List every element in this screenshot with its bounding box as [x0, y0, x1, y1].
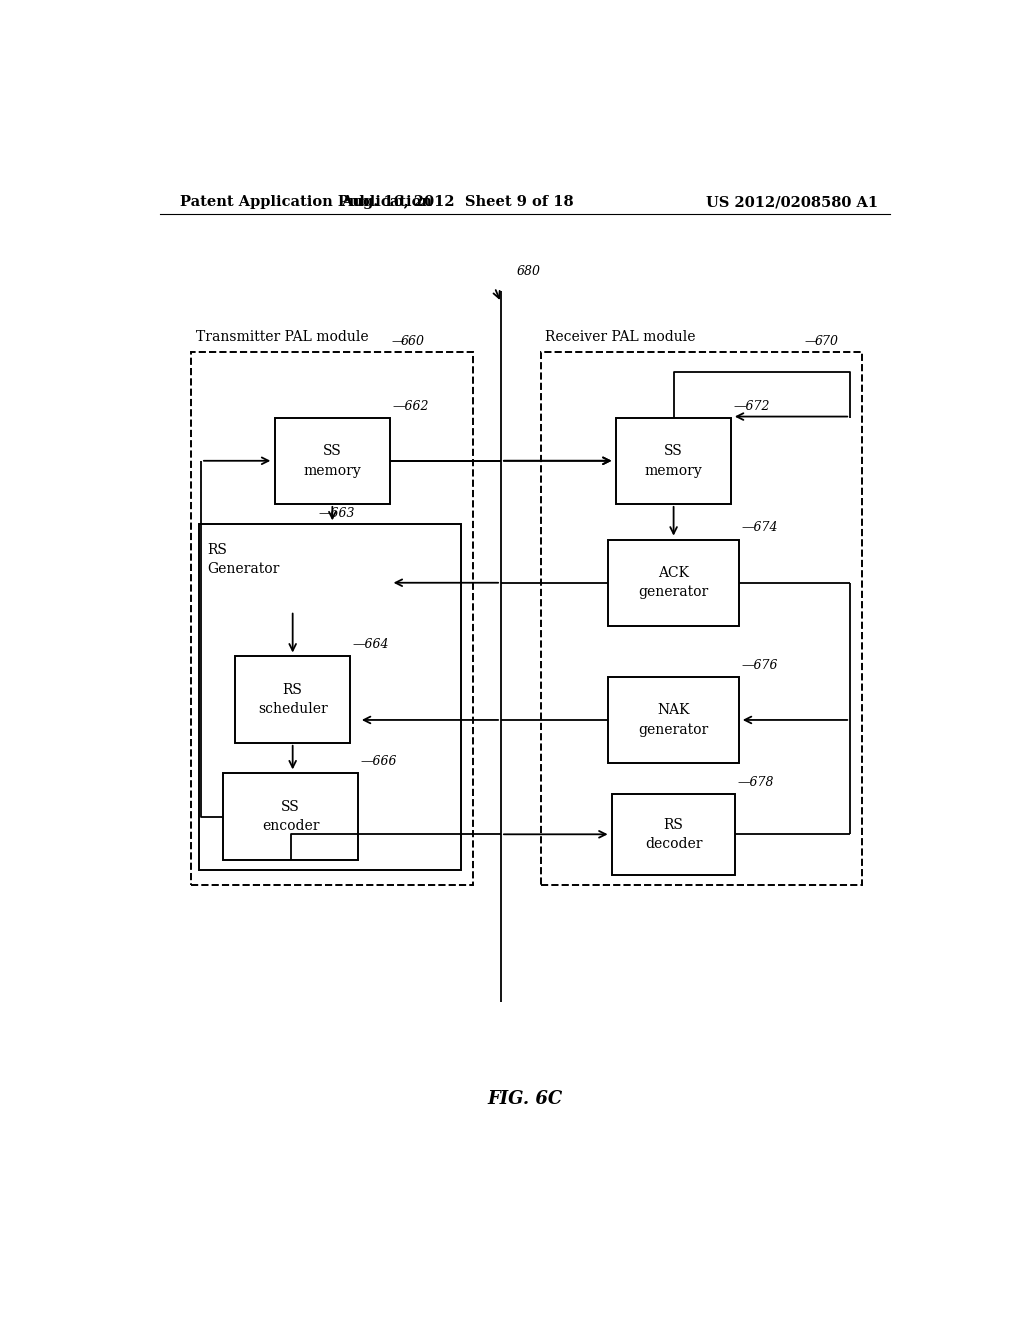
Text: RS
Generator: RS Generator [207, 543, 280, 576]
Bar [236, 656, 350, 743]
Text: RS
scheduler: RS scheduler [258, 682, 328, 717]
Text: 680: 680 [517, 265, 541, 279]
Text: —663: —663 [318, 507, 355, 520]
Text: 670: 670 [814, 335, 839, 348]
Bar [616, 417, 731, 504]
Text: Transmitter PAL module: Transmitter PAL module [197, 330, 369, 345]
Text: US 2012/0208580 A1: US 2012/0208580 A1 [706, 195, 878, 209]
Text: SS
memory: SS memory [645, 444, 702, 478]
Text: —678: —678 [737, 776, 774, 788]
Text: FIG. 6C: FIG. 6C [487, 1089, 562, 1107]
Text: —676: —676 [741, 659, 778, 672]
Text: —: — [805, 335, 817, 348]
Bar [608, 677, 739, 763]
Bar [274, 417, 390, 504]
Text: —666: —666 [360, 755, 397, 768]
Text: SS
memory: SS memory [303, 444, 361, 478]
Bar [223, 774, 358, 859]
Bar [541, 351, 862, 886]
Text: 660: 660 [401, 335, 425, 348]
Bar [612, 793, 735, 875]
Text: Receiver PAL module: Receiver PAL module [545, 330, 695, 345]
Text: Aug. 16, 2012  Sheet 9 of 18: Aug. 16, 2012 Sheet 9 of 18 [341, 195, 573, 209]
Text: RS
decoder: RS decoder [645, 817, 702, 851]
Bar [191, 351, 473, 886]
Text: SS
encoder: SS encoder [262, 800, 319, 833]
Text: —674: —674 [741, 521, 778, 535]
Text: NAK
generator: NAK generator [639, 704, 709, 737]
Text: ACK
generator: ACK generator [639, 566, 709, 599]
Text: Patent Application Publication: Patent Application Publication [179, 195, 431, 209]
Text: —672: —672 [733, 400, 770, 412]
Bar [608, 540, 739, 626]
Text: —664: —664 [352, 639, 389, 651]
Text: —662: —662 [392, 400, 429, 412]
Text: —: — [391, 335, 404, 348]
Bar [200, 524, 462, 870]
